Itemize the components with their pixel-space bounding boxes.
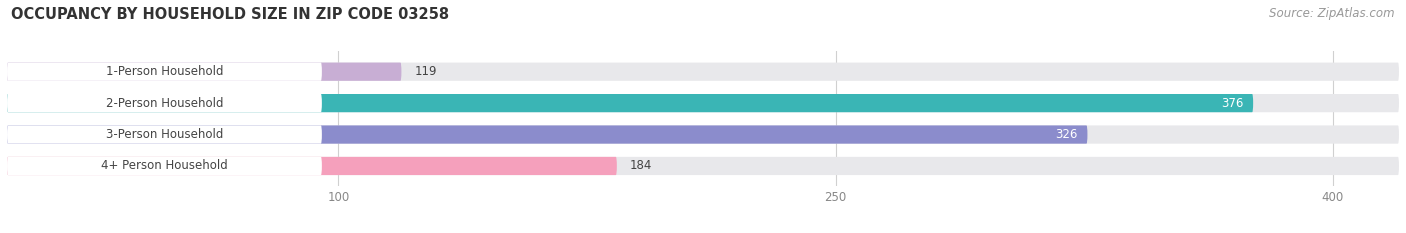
Text: 184: 184 [630, 159, 652, 172]
FancyBboxPatch shape [7, 63, 1399, 81]
FancyBboxPatch shape [7, 157, 322, 175]
FancyBboxPatch shape [7, 94, 1399, 112]
FancyBboxPatch shape [7, 94, 322, 112]
FancyBboxPatch shape [7, 125, 322, 144]
Text: 376: 376 [1220, 97, 1243, 110]
FancyBboxPatch shape [7, 157, 1399, 175]
Text: 4+ Person Household: 4+ Person Household [101, 159, 228, 172]
Text: 1-Person Household: 1-Person Household [105, 65, 224, 78]
FancyBboxPatch shape [7, 125, 1087, 144]
FancyBboxPatch shape [7, 63, 402, 81]
Text: OCCUPANCY BY HOUSEHOLD SIZE IN ZIP CODE 03258: OCCUPANCY BY HOUSEHOLD SIZE IN ZIP CODE … [11, 7, 450, 22]
Text: 119: 119 [415, 65, 437, 78]
Text: 2-Person Household: 2-Person Household [105, 97, 224, 110]
Text: Source: ZipAtlas.com: Source: ZipAtlas.com [1270, 7, 1395, 20]
FancyBboxPatch shape [7, 94, 1253, 112]
FancyBboxPatch shape [7, 63, 322, 81]
Text: 326: 326 [1054, 128, 1077, 141]
FancyBboxPatch shape [7, 157, 617, 175]
FancyBboxPatch shape [7, 125, 1399, 144]
Text: 3-Person Household: 3-Person Household [105, 128, 224, 141]
